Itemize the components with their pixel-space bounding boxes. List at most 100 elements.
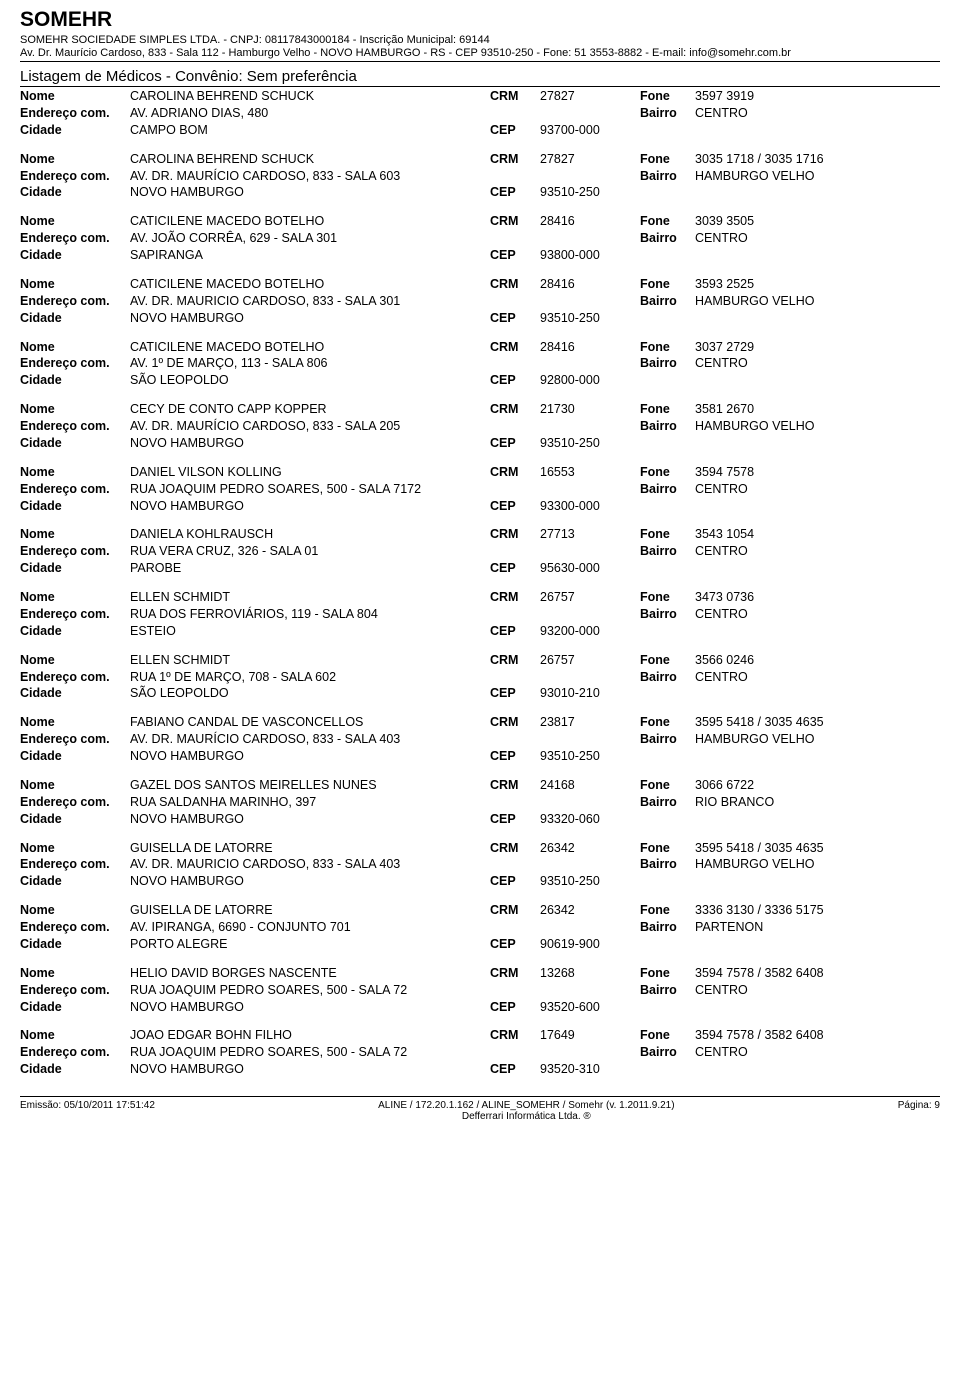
spacer [695,435,940,452]
label-bairro: Bairro [640,856,695,873]
label-bairro: Bairro [640,1044,695,1061]
spacer [695,811,940,828]
label-crm: CRM [490,339,540,356]
label-cidade: Cidade [20,748,130,765]
label-bairro: Bairro [640,105,695,122]
spacer [695,310,940,327]
value-cep: 93300-000 [540,498,640,515]
label-bairro: Bairro [640,230,695,247]
spacer [695,873,940,890]
spacer [490,794,540,811]
label-fone: Fone [640,151,695,168]
label-cep: CEP [490,247,540,264]
label-cep: CEP [490,811,540,828]
label-bairro: Bairro [640,794,695,811]
value-bairro: CENTRO [695,105,940,122]
label-cep: CEP [490,1061,540,1078]
label-fone: Fone [640,276,695,293]
value-nome: GAZEL DOS SANTOS MEIRELLES NUNES [130,777,490,794]
spacer [490,168,540,185]
value-endereco: AV. DR. MAURÍCIO CARDOSO, 833 - SALA 603 [130,168,490,185]
spacer [695,184,940,201]
spacer [490,543,540,560]
value-fone: 3594 7578 / 3582 6408 [695,965,940,982]
value-fone: 3581 2670 [695,401,940,418]
label-endereco: Endereço com. [20,794,130,811]
label-crm: CRM [490,652,540,669]
label-cep: CEP [490,122,540,139]
label-bairro: Bairro [640,543,695,560]
spacer [695,623,940,640]
value-crm: 28416 [540,339,640,356]
label-endereco: Endereço com. [20,856,130,873]
value-cidade: ESTEIO [130,623,490,640]
label-fone: Fone [640,777,695,794]
label-cep: CEP [490,685,540,702]
label-nome: Nome [20,401,130,418]
spacer [540,794,640,811]
label-nome: Nome [20,902,130,919]
value-cep: 93800-000 [540,247,640,264]
value-crm: 27827 [540,88,640,105]
spacer [640,999,695,1016]
value-cidade: NOVO HAMBURGO [130,498,490,515]
spacer [640,310,695,327]
spacer [540,982,640,999]
spacer [540,481,640,498]
value-nome: CATICILENE MACEDO BOTELHO [130,339,490,356]
spacer [640,623,695,640]
spacer [640,498,695,515]
footer-center2: Defferrari Informática Ltda. ® [155,1111,898,1122]
label-endereco: Endereço com. [20,481,130,498]
record: NomeDANIEL VILSON KOLLINGCRM16553Fone359… [20,464,940,515]
label-fone: Fone [640,902,695,919]
spacer [695,372,940,389]
label-endereco: Endereço com. [20,731,130,748]
spacer [695,685,940,702]
spacer [490,418,540,435]
value-cidade: NOVO HAMBURGO [130,873,490,890]
record: NomeCECY DE CONTO CAPP KOPPERCRM21730Fon… [20,401,940,452]
label-cidade: Cidade [20,435,130,452]
record: NomeFABIANO CANDAL DE VASCONCELLOSCRM238… [20,714,940,765]
value-cep: 93520-600 [540,999,640,1016]
value-bairro: CENTRO [695,481,940,498]
value-endereco: AV. JOÃO CORRÊA, 629 - SALA 301 [130,230,490,247]
label-fone: Fone [640,88,695,105]
value-fone: 3066 6722 [695,777,940,794]
value-bairro: HAMBURGO VELHO [695,168,940,185]
spacer [490,105,540,122]
value-bairro: HAMBURGO VELHO [695,418,940,435]
value-cep: 92800-000 [540,372,640,389]
spacer [490,856,540,873]
spacer [695,999,940,1016]
label-cep: CEP [490,498,540,515]
label-fone: Fone [640,401,695,418]
value-crm: 26757 [540,589,640,606]
spacer [695,247,940,264]
value-cidade: PORTO ALEGRE [130,936,490,953]
value-cidade: NOVO HAMBURGO [130,310,490,327]
value-nome: CAROLINA BEHREND SCHUCK [130,88,490,105]
label-crm: CRM [490,276,540,293]
value-bairro: RIO BRANCO [695,794,940,811]
spacer [540,731,640,748]
label-endereco: Endereço com. [20,355,130,372]
label-cidade: Cidade [20,936,130,953]
value-nome: CATICILENE MACEDO BOTELHO [130,276,490,293]
label-bairro: Bairro [640,982,695,999]
value-crm: 26757 [540,652,640,669]
value-endereco: AV. DR. MAURÍCIO CARDOSO, 833 - SALA 205 [130,418,490,435]
value-nome: JOAO EDGAR BOHN FILHO [130,1027,490,1044]
value-bairro: HAMBURGO VELHO [695,856,940,873]
label-endereco: Endereço com. [20,1044,130,1061]
value-cidade: SAPIRANGA [130,247,490,264]
record: NomeELLEN SCHMIDTCRM26757Fone3473 0736En… [20,589,940,640]
record: NomeGUISELLA DE LATORRECRM26342Fone3336 … [20,902,940,953]
label-fone: Fone [640,1027,695,1044]
record: NomeGUISELLA DE LATORRECRM26342Fone3595 … [20,840,940,891]
label-fone: Fone [640,526,695,543]
value-crm: 26342 [540,840,640,857]
value-fone: 3336 3130 / 3336 5175 [695,902,940,919]
record: NomeCATICILENE MACEDO BOTELHOCRM28416Fon… [20,276,940,327]
